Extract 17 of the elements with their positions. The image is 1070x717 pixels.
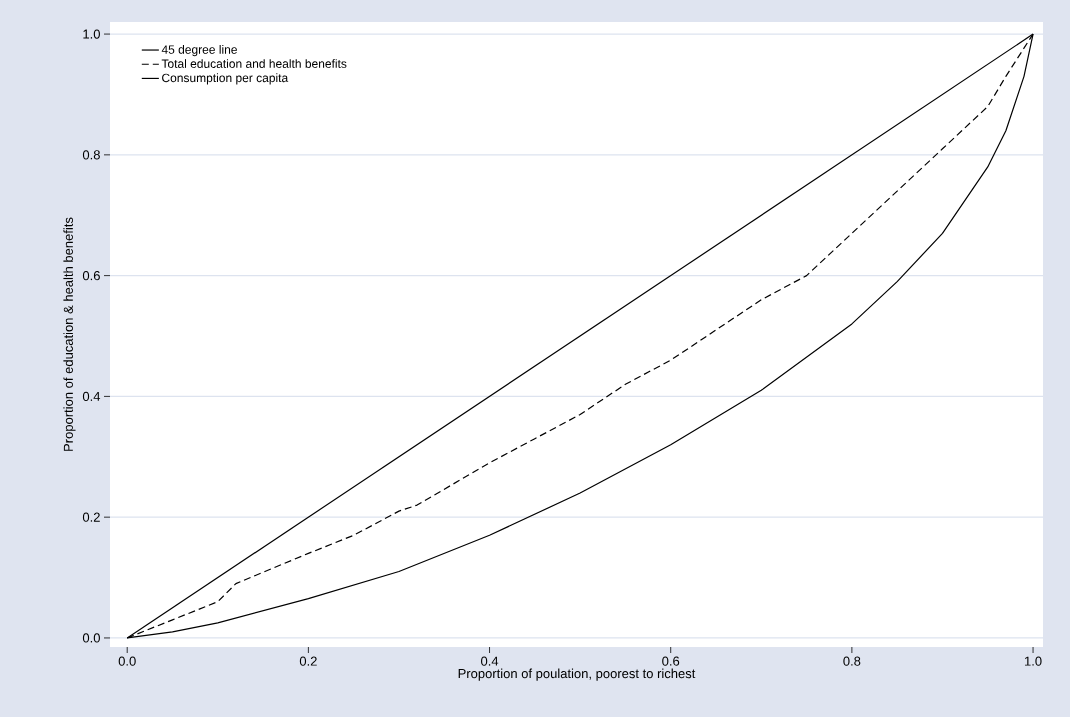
- x-tick-label: 0.2: [299, 656, 317, 666]
- y-tick-label: 0.4: [82, 391, 101, 401]
- legend-label: 45 degree line: [161, 44, 237, 57]
- x-tick-label: 1.0: [1025, 656, 1042, 666]
- y-axis-title: Proportion of education & health benefits: [63, 217, 76, 451]
- legend-label: Consumption per capita: [162, 73, 289, 85]
- y-tick-label: 1.0: [83, 29, 100, 39]
- y-tick-label: 0.8: [82, 150, 100, 160]
- legend-label: Total education and health benefits: [161, 59, 347, 68]
- x-tick-label: 0.4: [481, 656, 499, 666]
- x-tick-label: 0.0: [118, 656, 136, 666]
- x-tick-label: 0.8: [843, 656, 861, 666]
- y-tick-label: 0.0: [82, 633, 100, 643]
- y-tick-label: 0.6: [82, 271, 100, 281]
- y-tick-label: 0.2: [82, 512, 100, 522]
- x-axis-title: Proportion of poulation, poorest to richest: [458, 668, 696, 681]
- x-tick-label: 0.6: [662, 656, 680, 666]
